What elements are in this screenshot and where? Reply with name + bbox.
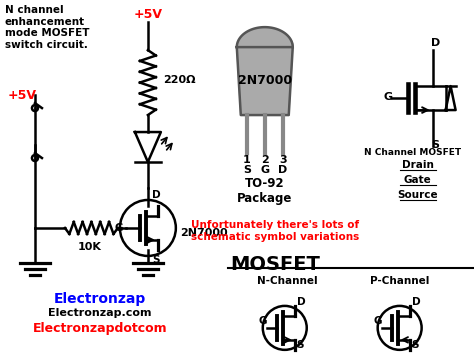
- Text: Electronzap.com: Electronzap.com: [48, 308, 152, 318]
- Text: D: D: [278, 165, 287, 175]
- Text: 2N7000: 2N7000: [237, 74, 292, 87]
- Text: Electronzapdotcom: Electronzapdotcom: [33, 322, 167, 335]
- Text: N Channel MOSFET: N Channel MOSFET: [364, 148, 461, 157]
- Text: Electronzap: Electronzap: [54, 292, 146, 306]
- Text: D: D: [152, 190, 161, 200]
- Text: G: G: [259, 316, 267, 326]
- Text: 1: 1: [243, 155, 251, 165]
- Text: Source: Source: [397, 190, 438, 200]
- Text: S: S: [432, 140, 439, 150]
- Text: S: S: [152, 255, 159, 265]
- Text: Drain: Drain: [401, 160, 434, 170]
- Text: P-Channel: P-Channel: [370, 276, 429, 286]
- Text: N-Channel: N-Channel: [257, 276, 318, 286]
- Text: G: G: [383, 92, 392, 102]
- Text: G: G: [374, 316, 382, 326]
- Text: 10K: 10K: [78, 242, 102, 252]
- Text: D: D: [431, 38, 440, 48]
- Text: TO-92: TO-92: [245, 177, 284, 190]
- Text: G: G: [115, 223, 123, 233]
- Text: G: G: [260, 165, 269, 175]
- Text: 2N7000: 2N7000: [180, 228, 228, 238]
- Text: Gate: Gate: [404, 175, 431, 185]
- Text: S: S: [243, 165, 251, 175]
- Text: Package: Package: [237, 192, 292, 205]
- Polygon shape: [237, 47, 293, 115]
- Text: MOSFET: MOSFET: [230, 255, 319, 274]
- Text: 220Ω: 220Ω: [163, 75, 195, 85]
- Text: S: S: [411, 340, 419, 350]
- Text: N channel
enhancement
mode MOSFET
switch circuit.: N channel enhancement mode MOSFET switch…: [5, 5, 90, 50]
- Text: Unfortunately there's lots of
schematic symbol variations: Unfortunately there's lots of schematic …: [191, 220, 359, 242]
- Text: +5V: +5V: [8, 88, 37, 102]
- Text: S: S: [297, 340, 304, 350]
- Text: 2: 2: [261, 155, 269, 165]
- Text: +5V: +5V: [133, 8, 163, 21]
- Text: 3: 3: [279, 155, 287, 165]
- Text: D: D: [411, 297, 420, 307]
- Text: D: D: [297, 297, 305, 307]
